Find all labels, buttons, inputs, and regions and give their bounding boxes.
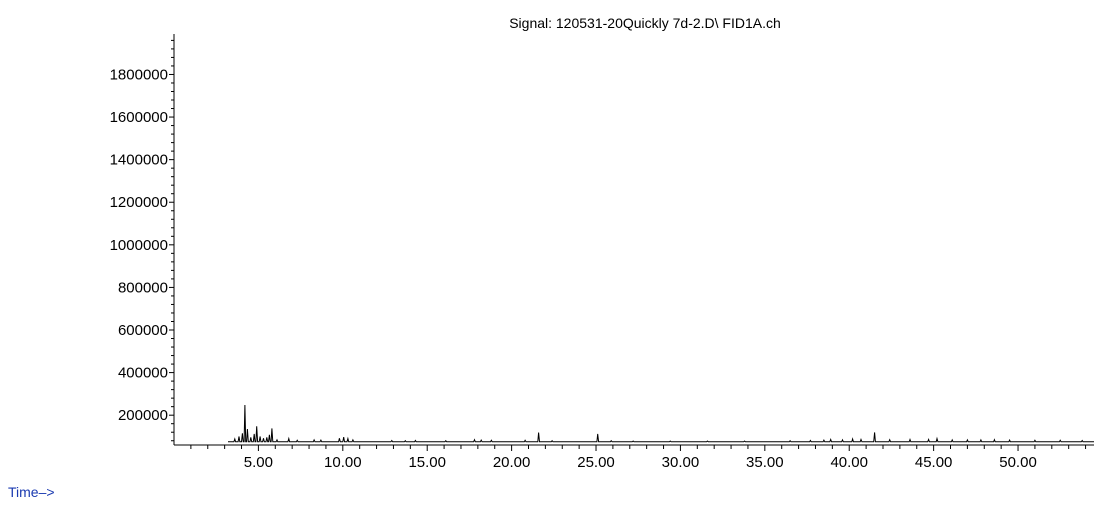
chart-title: Signal: 120531-20Quickly 7d-2.D\ FID1A.c… (509, 15, 781, 31)
y-tick-label: 800000 (118, 279, 168, 296)
x-tick-label: 25.00 (577, 454, 615, 471)
y-tick-label: 1000000 (110, 237, 168, 254)
x-tick-label: 45.00 (915, 454, 953, 471)
x-tick-label: 20.00 (493, 454, 531, 471)
signal-trace (228, 404, 1094, 443)
y-axis: 200000 400000 600000 800000 1000000 1200000 14… (110, 34, 175, 445)
y-tick-label: 200000 (118, 407, 168, 424)
y-tick-label: 1200000 (110, 194, 168, 211)
y-tick-label: 400000 (118, 365, 168, 382)
x-tick-label: 40.00 (830, 454, 868, 471)
y-tick-label: 1600000 (110, 109, 168, 126)
y-tick-label: 1400000 (110, 152, 168, 169)
x-tick-label: 50.00 (999, 454, 1037, 471)
x-axis-label: Time–> (8, 484, 55, 500)
x-tick-label: 30.00 (662, 454, 700, 471)
x-tick-label: 5.00 (244, 454, 273, 471)
x-tick-label: 10.00 (324, 454, 362, 471)
x-axis: 5.00 10.00 15.00 20.00 25.00 30.00 35.00 40.00 4… (174, 444, 1094, 471)
y-tick-label: 1800000 (110, 66, 168, 83)
x-tick-label: 15.00 (408, 454, 446, 471)
y-tick-label: 600000 (118, 322, 168, 339)
x-tick-label: 35.00 (746, 454, 784, 471)
